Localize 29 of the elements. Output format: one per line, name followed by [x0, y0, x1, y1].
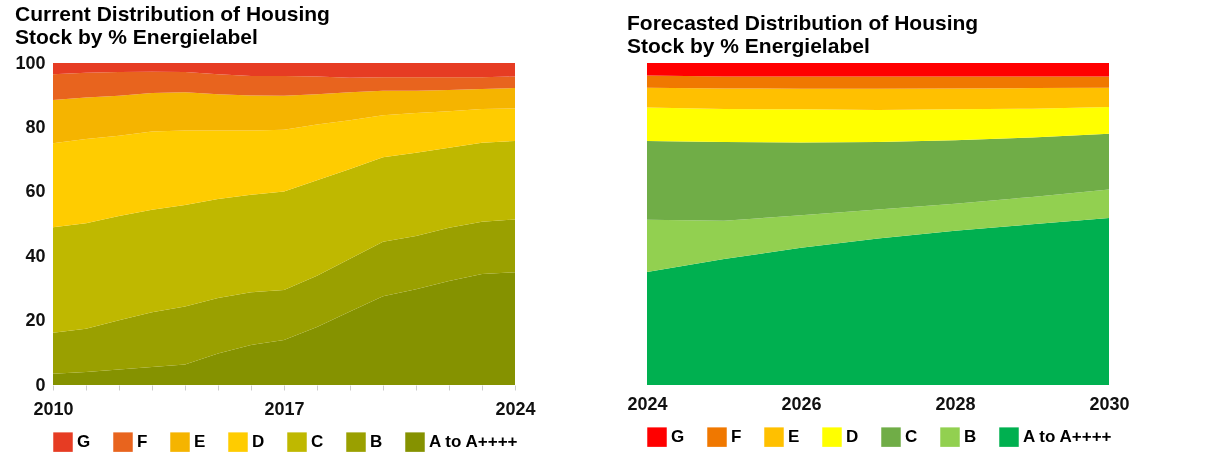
- x-tick-label: 2010: [33, 398, 74, 419]
- legend-label: E: [194, 432, 206, 452]
- legend-label: F: [137, 432, 148, 452]
- legend-label: B: [964, 427, 977, 447]
- legend-label: G: [77, 432, 91, 452]
- chart-title: Forecasted Distribution of Housing Stock by % Energielabel: [626, 11, 979, 57]
- y-tick-label: 40: [25, 245, 46, 266]
- x-tick-label: 2024: [495, 398, 536, 419]
- x-tick-label: 2017: [264, 398, 305, 419]
- x-tick-label: 2028: [935, 393, 976, 414]
- legend-label: G: [671, 427, 685, 447]
- legend-label: C: [905, 427, 918, 447]
- x-tick-label: 2026: [781, 393, 822, 414]
- x-tick-label: 2024: [627, 393, 668, 414]
- y-tick-label: 20: [25, 310, 46, 331]
- legend-label: B: [370, 432, 383, 452]
- chart-title: Current Distribution of Housing Stock by % Energielabel: [14, 2, 330, 48]
- legend-label: C: [311, 432, 324, 452]
- legend-label: E: [788, 427, 800, 447]
- legend-label: A to A++++: [429, 432, 518, 452]
- y-tick-label: 100: [15, 52, 46, 73]
- legend-label: D: [846, 427, 859, 447]
- legend-label: D: [252, 432, 265, 452]
- legend-label: A to A++++: [1023, 427, 1112, 447]
- legend-label: F: [731, 427, 742, 447]
- y-tick-label: 60: [25, 181, 46, 202]
- y-tick-label: 0: [35, 374, 46, 395]
- x-tick-label: 2030: [1089, 393, 1130, 414]
- y-tick-label: 80: [25, 116, 46, 137]
